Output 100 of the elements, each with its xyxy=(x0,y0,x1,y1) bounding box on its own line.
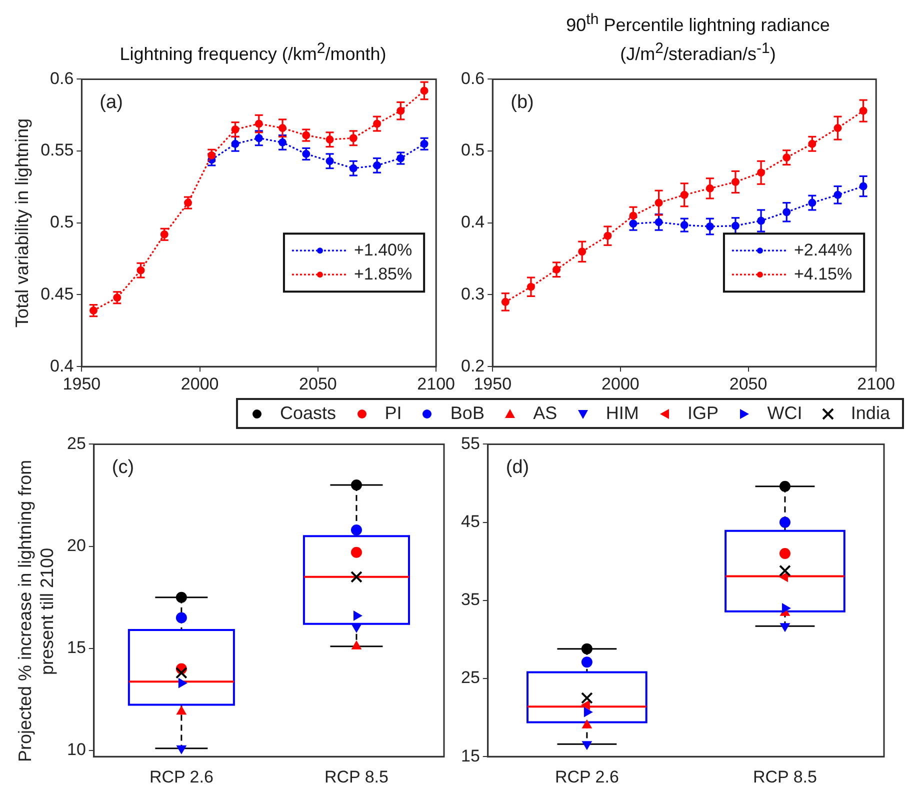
x-tick-label: RCP 8.5 xyxy=(753,767,817,786)
point xyxy=(208,151,216,160)
point xyxy=(859,182,868,190)
x-tick-label: 2000 xyxy=(180,374,219,394)
point xyxy=(834,124,842,132)
point xyxy=(706,184,714,192)
point xyxy=(350,524,362,536)
legend-label: +1.40% xyxy=(354,240,412,260)
point xyxy=(680,190,688,199)
legend-label: WCI xyxy=(767,403,802,424)
point xyxy=(779,564,791,577)
legend-label: HIM xyxy=(606,403,639,424)
point xyxy=(302,131,310,140)
y-tick-label: 35 xyxy=(460,590,480,610)
point xyxy=(581,643,592,654)
y-tick-label: 0.45 xyxy=(40,284,74,304)
y-tick-label: 15 xyxy=(66,638,86,658)
legend-label: Coasts xyxy=(280,403,336,424)
point xyxy=(184,198,192,207)
x-tick-label: RCP 8.5 xyxy=(324,767,388,786)
point xyxy=(176,612,187,624)
point xyxy=(782,208,791,216)
point xyxy=(278,124,287,132)
chart-title: Lightning frequency (/km$^{2}$/month) xyxy=(120,39,386,66)
point xyxy=(254,134,263,142)
point xyxy=(113,294,122,302)
point xyxy=(654,198,663,207)
point xyxy=(352,624,362,632)
x-tick-label: 1950 xyxy=(474,374,512,394)
y-tick-label: 0.2 xyxy=(460,356,485,376)
point xyxy=(176,706,186,715)
point xyxy=(578,248,586,256)
point xyxy=(629,220,638,228)
point xyxy=(604,232,612,240)
point xyxy=(731,222,740,230)
point xyxy=(302,150,310,158)
point xyxy=(731,178,740,186)
point xyxy=(654,218,663,226)
x-tick-label: 2100 xyxy=(417,374,456,394)
y-tick-label: 0.4 xyxy=(460,212,485,232)
point xyxy=(584,707,592,717)
y-tick-label: 25 xyxy=(460,668,480,688)
legend-label: India xyxy=(850,403,890,424)
point xyxy=(420,86,428,95)
point xyxy=(581,700,590,710)
point xyxy=(326,136,334,144)
point xyxy=(326,157,334,166)
point xyxy=(782,154,791,162)
point xyxy=(680,221,688,230)
point xyxy=(782,603,790,614)
chart-title: 90$^{th}$ Percentile lightning radiance (J/m$^{2}$/steradian/s$^{-1}$) xyxy=(565,10,831,66)
y-tick-label: 0.6 xyxy=(50,68,74,88)
y-tick-label: 0.55 xyxy=(40,140,74,160)
annotation: (b) xyxy=(510,92,534,113)
x-tick-label: 1950 xyxy=(62,374,101,394)
y-tick-label: 20 xyxy=(66,536,86,555)
x-tick-label: 2050 xyxy=(299,374,337,394)
y-tick-label: 0.4 xyxy=(50,356,74,376)
point xyxy=(373,161,382,170)
point xyxy=(808,198,816,207)
point xyxy=(349,164,358,172)
y-axis-title: Projected % increase in lightning from present till 2100 xyxy=(14,458,58,764)
point xyxy=(779,516,790,528)
legend-label: PI xyxy=(384,403,402,424)
y-tick-label: 15 xyxy=(460,746,480,766)
legend-label: IGP xyxy=(688,403,719,424)
point xyxy=(779,572,788,582)
x-tick-label: 2050 xyxy=(729,374,768,394)
legend-label: AS xyxy=(533,403,558,424)
point xyxy=(780,623,790,632)
y-tick-label: 45 xyxy=(460,512,480,531)
point xyxy=(581,656,592,668)
y-tick-label: 25 xyxy=(66,434,86,453)
point xyxy=(834,190,842,199)
point xyxy=(160,230,168,238)
point xyxy=(396,154,405,162)
point xyxy=(629,212,638,220)
point xyxy=(178,678,187,688)
point xyxy=(254,120,263,128)
point xyxy=(396,106,405,115)
point xyxy=(278,138,287,146)
point xyxy=(350,570,362,583)
annotation: (a) xyxy=(100,92,123,113)
point xyxy=(136,266,145,274)
point xyxy=(350,546,362,558)
y-tick-label: 0.3 xyxy=(460,284,485,304)
point xyxy=(757,216,766,225)
point xyxy=(582,741,592,750)
point xyxy=(757,168,766,177)
point xyxy=(580,692,593,704)
point xyxy=(176,745,186,754)
y-axis-title: Total variability in lightning xyxy=(12,118,32,328)
point xyxy=(353,610,362,621)
y-tick-label: 0.5 xyxy=(50,212,74,232)
point xyxy=(176,592,187,603)
y-tick-label: 0.5 xyxy=(460,140,485,160)
x-tick-label: 2100 xyxy=(857,374,896,394)
point xyxy=(706,222,714,230)
point xyxy=(552,266,561,274)
point xyxy=(501,298,510,306)
